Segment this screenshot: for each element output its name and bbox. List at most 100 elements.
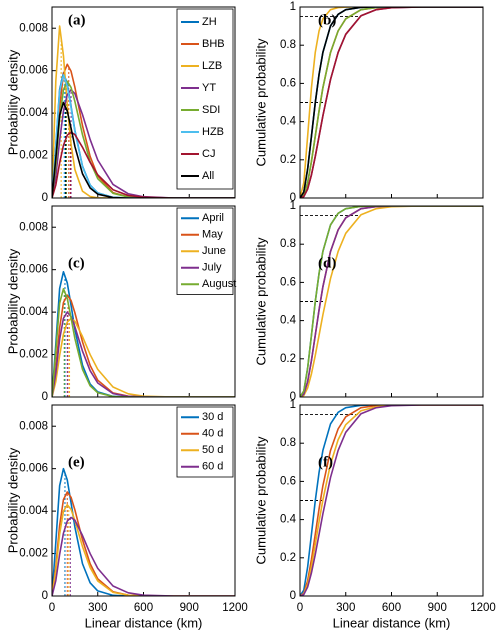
legend-label: 30 d bbox=[202, 411, 223, 423]
y-tick-label: 0.8 bbox=[280, 238, 296, 250]
x-tick-label: 300 bbox=[336, 602, 355, 614]
legend-label: HZB bbox=[202, 126, 224, 138]
panel: 0 0.2 0.4 0.6 0.8 1 0 300 600 900 1200 Cumulative p… bbox=[253, 399, 495, 630]
y-tick-label: 0.004 bbox=[19, 306, 48, 318]
legend-label: ZH bbox=[202, 16, 217, 28]
y-axis-label: Cumulative probability bbox=[253, 237, 268, 365]
x-tick-label: 0 bbox=[49, 602, 55, 614]
panel-label: (d) bbox=[318, 255, 336, 271]
axes-frame bbox=[51, 205, 236, 398]
legend-label: 60 d bbox=[202, 461, 223, 473]
y-tick-label: 0.6 bbox=[280, 276, 296, 288]
plot-area bbox=[300, 7, 483, 198]
y-tick-label: 0.6 bbox=[280, 77, 296, 89]
series-line bbox=[300, 7, 483, 198]
x-tick-label: 1200 bbox=[470, 602, 496, 614]
y-tick-label: 0 bbox=[42, 391, 48, 403]
y-tick-label: 0.006 bbox=[19, 264, 48, 276]
y-tick-label: 0.002 bbox=[19, 150, 48, 162]
series-line bbox=[52, 101, 235, 198]
legend-label: June bbox=[202, 245, 226, 257]
panel: 0 0.2 0.4 0.6 0.8 1 Cumulative probability (b) bbox=[253, 1, 484, 204]
x-axis-label: Linear distance (km) bbox=[333, 615, 451, 630]
y-tick-label: 0.006 bbox=[19, 463, 48, 475]
y-tick-label: 1 bbox=[290, 200, 296, 212]
series-line bbox=[52, 74, 235, 198]
legend-label: August bbox=[202, 278, 236, 290]
plot-area bbox=[52, 270, 235, 397]
y-tick-label: 0.004 bbox=[19, 505, 48, 517]
y-tick-label: 0.002 bbox=[19, 349, 48, 361]
panel-label: (b) bbox=[318, 12, 336, 28]
y-tick-label: 0 bbox=[290, 192, 296, 204]
axes-frame bbox=[299, 6, 484, 199]
x-axis-label: Linear distance (km) bbox=[85, 615, 203, 630]
series-line bbox=[300, 7, 483, 198]
y-axis-label: Cumulative probability bbox=[253, 38, 268, 166]
y-tick-label: 0.6 bbox=[280, 475, 296, 487]
series-line bbox=[300, 405, 483, 596]
y-tick-label: 0.002 bbox=[19, 548, 48, 560]
series-line bbox=[52, 88, 235, 198]
axes-frame bbox=[299, 404, 484, 597]
legend-label: April bbox=[202, 212, 224, 224]
legend-label: May bbox=[202, 229, 223, 241]
legend-label: SDI bbox=[202, 104, 220, 116]
y-axis-label: Probability density bbox=[5, 248, 20, 354]
panel: 0 0.002 0.004 0.006 0.008 0 300 600 900 1200 Proba… bbox=[5, 404, 248, 630]
legend-label: LZB bbox=[202, 60, 222, 72]
y-tick-label: 0 bbox=[42, 590, 48, 602]
y-tick-label: 0 bbox=[290, 590, 296, 602]
series-line bbox=[52, 467, 235, 596]
series-line bbox=[52, 270, 235, 397]
y-axis-label: Probability density bbox=[5, 447, 20, 553]
y-tick-label: 0.4 bbox=[280, 514, 297, 526]
x-tick-label: 600 bbox=[382, 602, 401, 614]
legend-label: CJ bbox=[202, 148, 215, 160]
panel: 0 0.2 0.4 0.6 0.8 1 Cumulative probability (d) bbox=[253, 200, 484, 403]
y-tick-label: 0.008 bbox=[19, 22, 48, 34]
series-line bbox=[52, 516, 235, 596]
y-tick-label: 1 bbox=[290, 1, 296, 13]
y-tick-label: 0.2 bbox=[280, 154, 296, 166]
panel-label: (a) bbox=[68, 12, 86, 28]
legend-label: YT bbox=[202, 82, 216, 94]
plot-area bbox=[52, 25, 235, 198]
series-line bbox=[52, 317, 235, 397]
axes-frame bbox=[51, 404, 236, 597]
series-line bbox=[300, 405, 483, 596]
legend-label: July bbox=[202, 262, 222, 274]
y-tick-label: 0 bbox=[42, 192, 48, 204]
series-line bbox=[52, 287, 235, 397]
legend-label: 50 d bbox=[202, 444, 223, 456]
y-tick-label: 0.2 bbox=[280, 353, 296, 365]
y-tick-label: 0.008 bbox=[19, 221, 48, 233]
y-tick-label: 0.008 bbox=[19, 420, 48, 432]
legend-label: BHB bbox=[202, 38, 225, 50]
y-tick-label: 0.006 bbox=[19, 65, 48, 77]
legend-box bbox=[176, 8, 234, 190]
axes-frame bbox=[51, 6, 236, 199]
legend-label: All bbox=[202, 170, 214, 182]
y-tick-label: 1 bbox=[290, 399, 296, 411]
series-line bbox=[52, 491, 235, 596]
panel: 0 0.002 0.004 0.006 0.008 Probability density… bbox=[5, 205, 236, 403]
panel-label: (e) bbox=[68, 454, 85, 470]
series-line bbox=[52, 25, 235, 198]
x-tick-label: 600 bbox=[134, 602, 153, 614]
y-tick-label: 0.8 bbox=[280, 437, 296, 449]
legend-label: 40 d bbox=[202, 428, 223, 440]
y-axis-label: Probability density bbox=[5, 49, 20, 155]
y-axis-label: Cumulative probability bbox=[253, 436, 268, 564]
plot-area bbox=[300, 206, 483, 397]
series-line bbox=[52, 131, 235, 198]
panel-label: (c) bbox=[68, 255, 85, 271]
x-tick-label: 900 bbox=[428, 602, 447, 614]
series-line bbox=[52, 294, 235, 397]
y-tick-label: 0 bbox=[290, 391, 296, 403]
panel: 0 0.002 0.004 0.006 0.008 Probability density… bbox=[5, 6, 236, 204]
y-tick-label: 0.4 bbox=[280, 315, 297, 327]
y-tick-label: 0.004 bbox=[19, 107, 48, 119]
plot-area bbox=[52, 467, 235, 596]
